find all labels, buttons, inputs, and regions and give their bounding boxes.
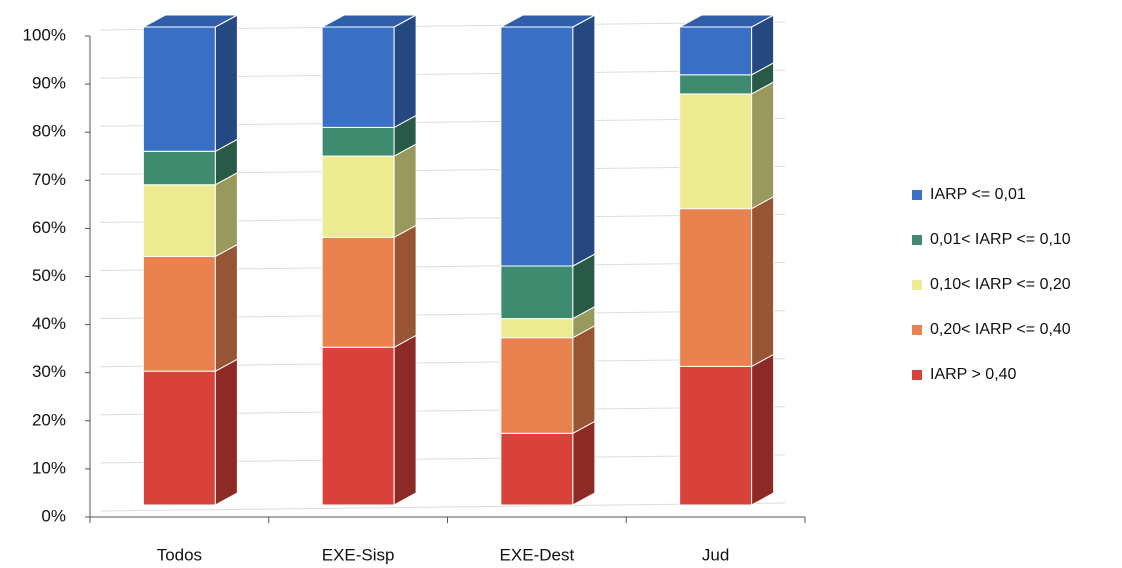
bar-segment <box>500 265 574 320</box>
x-tick-label: Todos <box>157 545 202 564</box>
bar-segment-side <box>751 353 775 506</box>
bar-segment <box>679 365 753 506</box>
bar-segment <box>142 255 216 372</box>
legend: IARP > 0,40 0,20< IARP <= 0,40 0,10< IARP … <box>912 186 1071 383</box>
bar-segment-side <box>751 81 775 210</box>
y-tick-label: 50% <box>32 266 66 285</box>
legend-swatch <box>912 325 922 335</box>
bar-segment <box>142 150 216 186</box>
bar-segment-side <box>214 243 238 373</box>
legend-label: 0,10< IARP <= 0,20 <box>930 276 1071 293</box>
bar-segment-side <box>572 324 596 435</box>
bar-segment <box>321 155 395 238</box>
y-tick-label: 90% <box>32 74 66 93</box>
bar-top <box>321 14 417 28</box>
bar-segment <box>142 184 216 257</box>
legend-label: IARP > 0,40 <box>930 366 1017 383</box>
bar-top <box>679 14 774 28</box>
bar-segment <box>500 318 574 339</box>
y-tick-label: 10% <box>32 458 66 477</box>
bar-segment-side <box>572 420 596 506</box>
legend-swatch <box>912 280 922 290</box>
bar-segment <box>321 236 395 348</box>
bar-segment <box>679 93 753 210</box>
y-tick-label: 100% <box>23 25 66 44</box>
bar-segment <box>500 337 574 434</box>
y-tick-label: 30% <box>32 362 66 381</box>
x-tick-label: EXE-Sisp <box>322 545 395 564</box>
bar-segment <box>321 126 395 157</box>
bar-segment-side <box>751 195 775 368</box>
bar-top <box>500 14 596 28</box>
legend-swatch <box>912 370 922 380</box>
y-tick-label: 80% <box>32 122 66 141</box>
legend-label: IARP <= 0,01 <box>930 186 1026 203</box>
bar-segment <box>142 26 216 152</box>
bar-segment <box>500 26 574 267</box>
bar-segment-side <box>393 334 417 506</box>
bar-segment-side <box>214 14 238 153</box>
y-tick-label: 60% <box>32 218 66 237</box>
bar-segment <box>500 432 574 506</box>
bar-segment-side <box>214 358 238 506</box>
legend-swatch <box>912 235 922 245</box>
bar-segment-side <box>393 224 417 349</box>
bar-segment-side <box>572 14 596 267</box>
y-tick-label: 0% <box>41 506 66 525</box>
x-tick-label: EXE-Dest <box>500 545 575 564</box>
legend-label: 0,20< IARP <= 0,40 <box>930 321 1071 338</box>
bar-segment <box>142 370 216 506</box>
y-tick-label: 70% <box>32 170 66 189</box>
bar-segment <box>321 346 395 506</box>
bar-segment <box>679 26 753 76</box>
legend-label: 0,01< IARP <= 0,10 <box>930 231 1071 248</box>
y-tick-label: 20% <box>32 410 66 429</box>
bar-segment <box>679 208 753 367</box>
legend-swatch <box>912 190 922 200</box>
grid-line <box>99 502 786 512</box>
bar-segment-side <box>214 171 238 258</box>
bar-segment-side <box>393 14 417 129</box>
x-tick-label: Jud <box>702 545 729 564</box>
bar-top <box>143 14 238 28</box>
bar-segment-side <box>393 143 417 239</box>
bar-segment <box>321 26 395 128</box>
bar-segment <box>679 74 753 95</box>
y-tick-label: 40% <box>32 314 66 333</box>
